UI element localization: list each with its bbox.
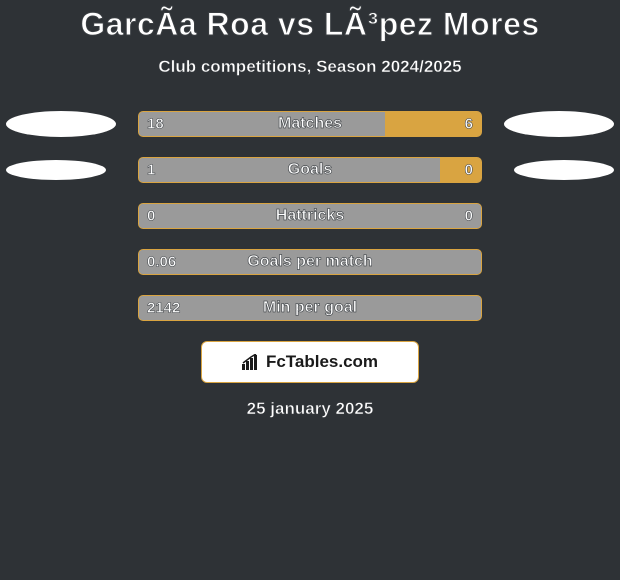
stat-bar-right [440, 158, 481, 182]
page-title: GarcÃ­a Roa vs LÃ³pez Mores [0, 0, 620, 43]
stats-container: 18 6 Matches 1 0 Goals 0 0 Hattricks 0.06 Goals pe… [0, 111, 620, 321]
page-subtitle: Club competitions, Season 2024/2025 [0, 57, 620, 77]
stat-label: Matches [278, 115, 342, 133]
stat-bar: 2142 Min per goal [138, 295, 482, 321]
stat-value-left: 2142 [147, 300, 180, 317]
brand-box[interactable]: FcTables.com [201, 341, 419, 383]
stat-label: Goals per match [247, 253, 372, 271]
stat-row: 0 0 Hattricks [0, 203, 620, 229]
stat-value-right: 0 [465, 162, 473, 179]
stat-bar: 0.06 Goals per match [138, 249, 482, 275]
stat-bar: 1 0 Goals [138, 157, 482, 183]
stat-value-left: 0.06 [147, 254, 176, 271]
stat-bar: 18 6 Matches [138, 111, 482, 137]
player-ellipse-left [6, 111, 116, 137]
stat-label: Hattricks [276, 207, 344, 225]
stat-row: 2142 Min per goal [0, 295, 620, 321]
player-ellipse-left [6, 160, 106, 180]
stat-row: 1 0 Goals [0, 157, 620, 183]
stat-value-left: 18 [147, 116, 164, 133]
stat-value-left: 1 [147, 162, 155, 179]
bar-chart-icon [242, 354, 262, 370]
stat-value-right: 0 [465, 208, 473, 225]
stat-value-right: 6 [465, 116, 473, 133]
stat-row: 18 6 Matches [0, 111, 620, 137]
stat-row: 0.06 Goals per match [0, 249, 620, 275]
brand-text: FcTables.com [266, 352, 378, 372]
snapshot-date: 25 january 2025 [0, 399, 620, 419]
player-ellipse-right [514, 160, 614, 180]
stat-bar: 0 0 Hattricks [138, 203, 482, 229]
player-ellipse-right [504, 111, 614, 137]
stat-label: Goals [288, 161, 332, 179]
stat-value-left: 0 [147, 208, 155, 225]
stat-bar-left [139, 112, 385, 136]
stat-label: Min per goal [263, 299, 357, 317]
